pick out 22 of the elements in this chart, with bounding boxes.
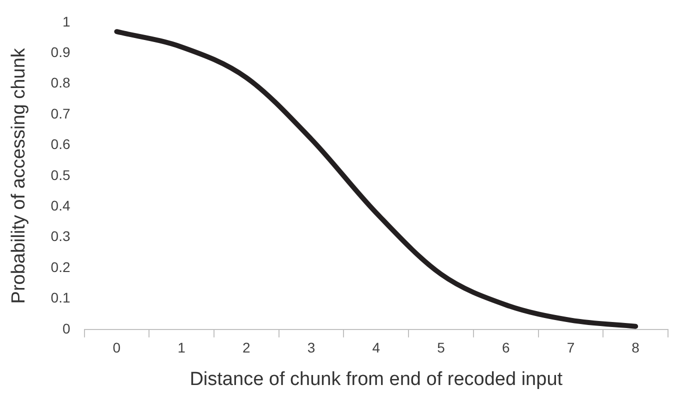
y-tick-label: 1 bbox=[62, 13, 70, 30]
x-tick-label: 7 bbox=[566, 340, 575, 356]
x-tick-label: 0 bbox=[112, 340, 121, 356]
x-tick-label: 1 bbox=[178, 340, 186, 356]
y-tick-label: 0.2 bbox=[50, 258, 70, 275]
y-tick-label: 0 bbox=[62, 320, 70, 336]
x-tick-label: 3 bbox=[307, 340, 316, 356]
y-tick-label: 0.3 bbox=[50, 228, 70, 244]
x-tick-label: 4 bbox=[372, 340, 380, 356]
x-tick-label: 5 bbox=[437, 340, 446, 356]
y-tick-label: 0.7 bbox=[50, 105, 70, 122]
y-tick-label: 0.1 bbox=[50, 290, 70, 306]
x-tick-label: 2 bbox=[242, 340, 251, 356]
y-tick-label: 0.5 bbox=[50, 166, 70, 183]
y-tick-label: 0.9 bbox=[50, 44, 70, 60]
x-axis-title: Distance of chunk from end of recoded input bbox=[190, 368, 564, 390]
y-axis-title: Probability of accessing chunk bbox=[8, 48, 30, 304]
x-tick-label: 6 bbox=[502, 340, 510, 356]
y-tick-label: 0.6 bbox=[50, 136, 70, 152]
y-tick-label: 0.4 bbox=[50, 197, 70, 214]
x-tick-label: 8 bbox=[632, 340, 640, 356]
y-tick-label: 0.8 bbox=[50, 74, 70, 91]
